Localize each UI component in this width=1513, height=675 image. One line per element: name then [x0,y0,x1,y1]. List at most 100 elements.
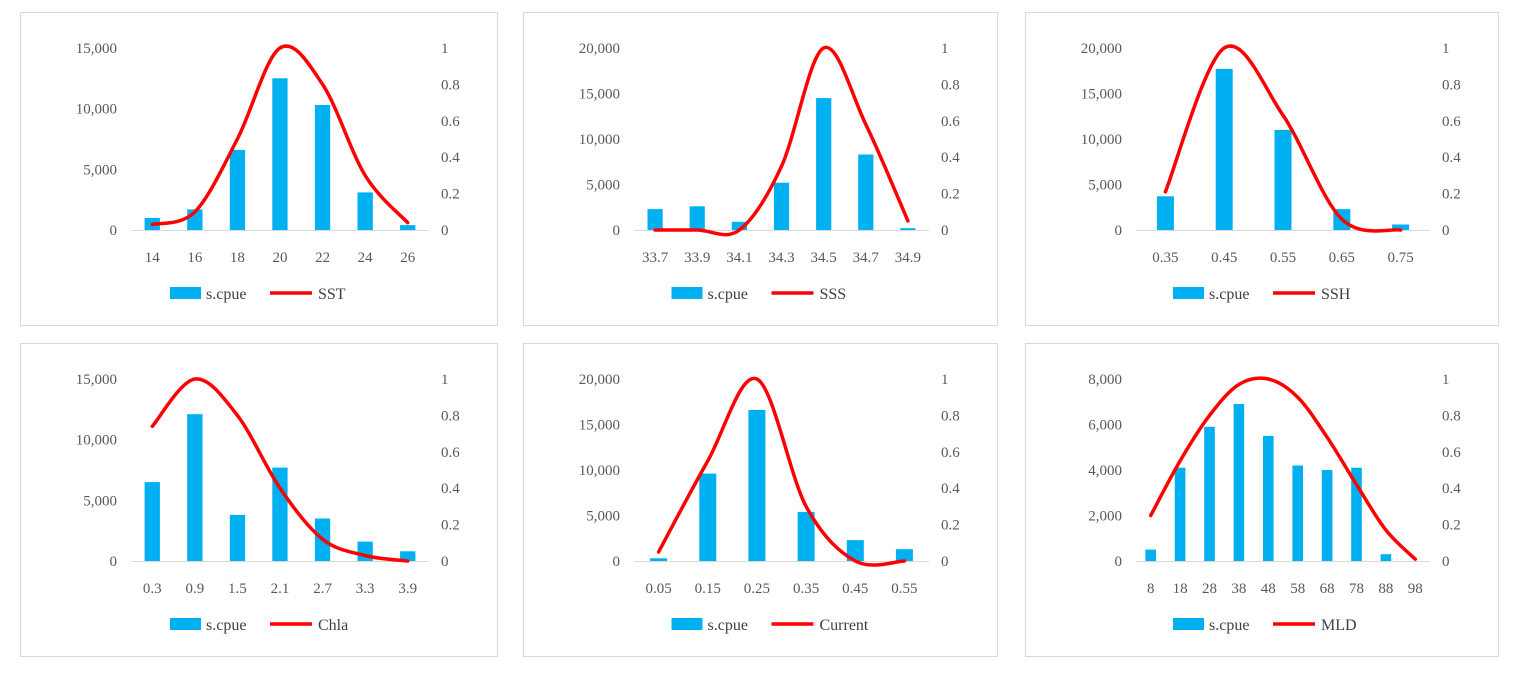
x-tick-label: 68 [1320,581,1335,597]
chart-svg-sst: 0 5,000 10,000 15,000 0 0.2 0.4 0.6 0.8 1 14 16 18 20… [76,41,461,303]
x-tick-label: 58 [1290,581,1305,597]
y-tick-label: 20,000 [579,41,620,57]
y2-tick-label: 0.8 [941,408,960,424]
legend-bar-label: s.cpue [708,617,748,634]
legend-line-label: Current [820,617,869,634]
x-tick-label: 1.5 [228,581,247,597]
chart-panel-ssh: 0 5,000 10,000 15,000 20,000 0 0.2 0.4 0.6 0.8 1 0.… [1025,12,1499,326]
legend-line-label: SSS [820,286,847,303]
chart-svg-ssh: 0 5,000 10,000 15,000 20,000 0 0.2 0.4 0.6 0.8 1 0.… [1081,41,1462,303]
x-tick-label: 26 [400,250,416,266]
bar-chla-0.3 [144,482,160,561]
bar-mld-48 [1263,435,1274,561]
bar-current-0.25 [748,409,766,561]
legend-line-label: MLD [1321,617,1357,634]
y2-tick-label: 0.6 [941,114,960,130]
line-chla [150,377,410,563]
y-tick-label: 10,000 [1081,132,1122,148]
y2-tick-label: 0.4 [941,150,960,166]
y2-tick-label: 0.2 [941,518,960,534]
y-tick-label: 20,000 [1081,41,1122,57]
y2-tick-label: 0.8 [941,77,960,93]
y2-tick-label: 0.8 [1442,77,1461,93]
chart-panel-sss: 0 5,000 10,000 15,000 20,000 0 0.2 0.4 0.6 0.8 1 33… [523,12,998,326]
bar-sss-34.3 [773,182,790,230]
bar-chla-1.5 [229,514,246,561]
y2-tick-label: 0.6 [941,445,960,461]
y2-tick-label: 1 [941,372,949,388]
y2-tick-label: 1 [941,41,949,57]
y2-tick-label: 1 [441,372,449,388]
y-tick-label: 0 [613,554,621,570]
y-tick-label: 2,000 [1088,509,1122,525]
x-tick-label: 3.3 [356,581,375,597]
line-ssh [1163,44,1403,233]
x-tick-label: 0.65 [1329,250,1355,266]
legend-bar-label: s.cpue [708,286,748,303]
bar-sst-26 [400,225,416,230]
y-tick-label: 10,000 [76,433,117,449]
y-tick-label: 15,000 [76,372,117,388]
bar-mld-78 [1351,467,1362,561]
x-tick-label: 0.3 [143,581,162,597]
y-tick-label: 8,000 [1088,372,1122,388]
x-tick-label: 3.9 [398,581,417,597]
x-tick-label: 34.7 [853,250,880,266]
bar-sss-33.7 [647,209,663,230]
x-tick-label: 8 [1147,581,1155,597]
y-tick-label: 4,000 [1088,463,1122,479]
y-tick-label: 0 [110,223,118,239]
x-tick-label: 24 [358,250,374,266]
y2-tick-label: 0 [1442,554,1450,570]
legend-line-label: Chla [318,617,348,634]
x-tick-label: 28 [1202,581,1217,597]
y-tick-label: 10,000 [76,102,117,118]
x-tick-label: 0.9 [186,581,205,597]
y2-tick-label: 0.2 [1442,518,1461,534]
line-mld [1148,376,1418,561]
bar-sss-34.9 [900,228,916,230]
bar-sst-18 [229,149,246,230]
x-tick-label: 20 [273,250,288,266]
x-tick-label: 34.3 [768,250,794,266]
y-tick-label: 0 [613,223,621,239]
y2-tick-label: 0.4 [441,481,460,497]
line-sss [653,45,910,237]
x-tick-label: 78 [1349,581,1364,597]
chart-panel-sst: 0 5,000 10,000 15,000 0 0.2 0.4 0.6 0.8 1 14 16 18 20… [20,12,498,326]
bar-mld-68 [1321,470,1333,561]
y2-tick-label: 0 [441,554,449,570]
legend-bar-swatch [170,287,201,299]
chart-panel-chla: 0 5,000 10,000 15,000 0 0.2 0.4 0.6 0.8 1 0.3 0.9 1.… [20,343,498,657]
bar-current-0.15 [699,473,717,561]
x-tick-label: 14 [145,250,161,266]
legend-bar-label: s.cpue [206,617,246,634]
y2-tick-label: 0.2 [441,518,460,534]
y-tick-label: 10,000 [579,132,620,148]
x-tick-label: 0.55 [891,581,917,597]
bar-current-0.35 [797,511,815,561]
x-tick-label: 2.7 [313,581,332,597]
x-tick-label: 0.55 [1270,250,1296,266]
x-tick-label: 0.35 [793,581,819,597]
x-tick-label: 34.1 [726,250,752,266]
legend-bar-swatch [671,287,703,299]
chart-svg-sss: 0 5,000 10,000 15,000 20,000 0 0.2 0.4 0.6 0.8 1 33… [579,41,961,303]
y2-tick-label: 1 [1442,372,1450,388]
bar-mld-28 [1204,426,1215,561]
y-tick-label: 0 [1115,223,1123,239]
y-tick-label: 6,000 [1088,418,1122,434]
y2-tick-label: 0 [1442,223,1450,239]
chart-svg-current: 0 5,000 10,000 15,000 20,000 0 0.2 0.4 0.6 0.8 1 0.… [579,372,961,634]
y2-tick-label: 0.6 [1442,114,1461,130]
y2-tick-label: 0 [441,223,449,239]
chart-panel-mld: 0 2,000 4,000 6,000 8,000 0 0.2 0.4 0.6 0.8 1 8 18 28… [1025,343,1499,657]
y-tick-label: 5,000 [83,162,117,178]
y-tick-label: 0 [110,554,118,570]
bar-current-0.05 [650,558,668,561]
y2-tick-label: 0 [941,223,949,239]
x-tick-label: 34.9 [895,250,921,266]
y2-tick-label: 0.6 [441,114,460,130]
x-tick-label: 16 [187,250,203,266]
